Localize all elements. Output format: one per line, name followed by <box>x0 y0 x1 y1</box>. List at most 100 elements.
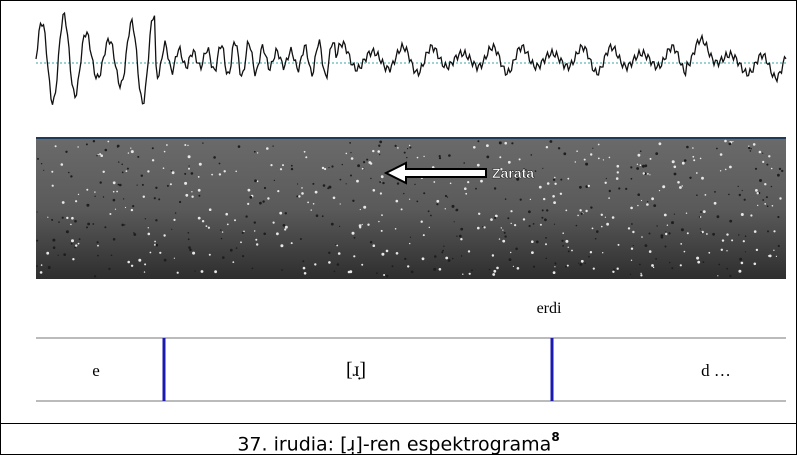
speckle <box>696 194 698 196</box>
speckle <box>750 214 753 217</box>
speckle <box>407 148 409 150</box>
speckle <box>130 208 134 212</box>
speckle <box>451 204 455 208</box>
speckle <box>679 186 682 189</box>
speckle <box>579 263 583 266</box>
speckle <box>532 223 535 225</box>
speckle <box>444 208 446 210</box>
speckle <box>242 255 245 258</box>
speckle <box>315 214 319 217</box>
speckle <box>372 149 375 153</box>
speckle <box>377 150 381 153</box>
speckle <box>94 191 96 193</box>
speckle <box>85 143 88 146</box>
speckle <box>738 193 741 197</box>
speckle <box>720 248 723 251</box>
speckle <box>361 223 363 226</box>
speckle <box>137 155 140 158</box>
speckle <box>423 192 426 195</box>
speckle <box>422 234 425 237</box>
speckle <box>243 230 245 233</box>
speckle <box>149 251 152 254</box>
speckle <box>758 150 762 154</box>
speckle <box>296 195 299 198</box>
speckle <box>460 238 463 241</box>
speckle <box>54 145 57 148</box>
speckle <box>716 147 718 150</box>
speckle <box>681 161 685 165</box>
speckle <box>640 274 643 277</box>
speckle <box>476 163 480 167</box>
speckle <box>692 155 695 158</box>
speckle <box>699 157 702 160</box>
speckle <box>777 244 780 248</box>
speckle <box>297 183 299 185</box>
speckle <box>130 150 134 154</box>
speckle <box>702 210 706 214</box>
speckle <box>372 189 376 192</box>
speckle <box>741 189 743 192</box>
speckle <box>577 214 579 217</box>
speckle <box>630 206 633 210</box>
speckle <box>70 223 72 226</box>
speckle <box>651 264 654 267</box>
speckle <box>726 250 728 252</box>
speckle <box>68 171 70 174</box>
speckle <box>579 209 582 212</box>
speckle <box>285 225 288 229</box>
speckle <box>314 190 318 194</box>
speckle <box>126 167 129 170</box>
speckle <box>74 246 76 249</box>
speckle <box>102 196 105 198</box>
speckle <box>58 221 60 223</box>
speckle <box>127 152 130 154</box>
speckle <box>211 173 214 176</box>
speckle <box>464 187 467 190</box>
speckle <box>494 216 497 220</box>
speckle <box>284 212 287 215</box>
speckle <box>696 256 700 260</box>
speckle <box>272 145 274 147</box>
speckle <box>530 154 533 156</box>
speckle <box>345 183 347 185</box>
speckle <box>604 181 607 184</box>
speckle <box>122 198 125 200</box>
speckle <box>640 272 642 275</box>
segment-label: [ɹ̣] <box>346 359 366 381</box>
speckle <box>579 185 582 189</box>
speckle <box>515 247 518 251</box>
speckle <box>39 271 43 274</box>
speckle <box>601 225 603 228</box>
speckle <box>86 188 89 191</box>
speckle <box>753 230 757 233</box>
speckle <box>600 213 603 216</box>
speckle <box>434 255 437 258</box>
speckle <box>444 194 448 198</box>
speckle <box>546 209 549 212</box>
arrow <box>383 161 487 185</box>
segment-label: e <box>92 361 100 380</box>
speckle <box>339 178 342 181</box>
speckle <box>673 172 677 176</box>
speckle <box>333 270 336 273</box>
speckle <box>184 181 188 185</box>
speckle <box>142 195 145 198</box>
speckle <box>253 221 256 224</box>
speckle <box>339 225 341 227</box>
speckle <box>379 192 382 195</box>
speckle <box>350 174 352 177</box>
speckle <box>467 250 471 253</box>
speckle <box>96 241 99 244</box>
speckle <box>531 251 534 255</box>
speckle <box>510 222 512 225</box>
speckle <box>764 203 767 205</box>
speckle <box>136 184 138 186</box>
speckle <box>750 148 752 150</box>
speckle <box>641 236 643 238</box>
speckle <box>141 183 144 186</box>
speckle <box>631 223 633 225</box>
speckle <box>121 163 123 166</box>
speckle <box>331 165 334 168</box>
speckle <box>282 224 286 227</box>
speckle <box>383 274 386 276</box>
